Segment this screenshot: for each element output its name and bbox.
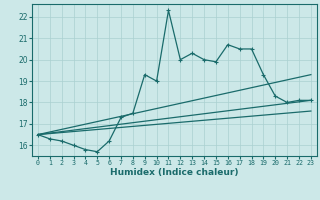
X-axis label: Humidex (Indice chaleur): Humidex (Indice chaleur) — [110, 168, 239, 177]
